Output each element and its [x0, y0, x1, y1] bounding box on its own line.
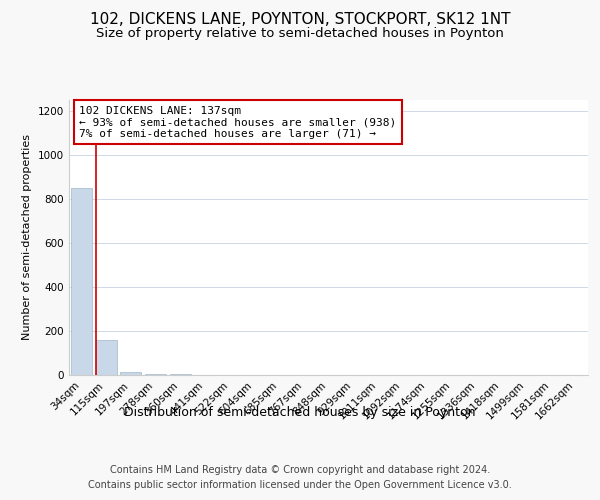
Bar [71, 188, 92, 375]
Bar [145, 374, 166, 375]
Text: Distribution of semi-detached houses by size in Poynton: Distribution of semi-detached houses by … [124, 406, 476, 419]
Y-axis label: Number of semi-detached properties: Number of semi-detached properties [22, 134, 32, 340]
Text: Contains HM Land Registry data © Crown copyright and database right 2024.: Contains HM Land Registry data © Crown c… [110, 465, 490, 475]
Text: Size of property relative to semi-detached houses in Poynton: Size of property relative to semi-detach… [96, 28, 504, 40]
Bar [120, 372, 141, 375]
Bar [170, 374, 191, 375]
Bar [95, 340, 116, 375]
Text: Contains public sector information licensed under the Open Government Licence v3: Contains public sector information licen… [88, 480, 512, 490]
Text: 102 DICKENS LANE: 137sqm
← 93% of semi-detached houses are smaller (938)
7% of s: 102 DICKENS LANE: 137sqm ← 93% of semi-d… [79, 106, 397, 138]
Text: 102, DICKENS LANE, POYNTON, STOCKPORT, SK12 1NT: 102, DICKENS LANE, POYNTON, STOCKPORT, S… [90, 12, 510, 28]
